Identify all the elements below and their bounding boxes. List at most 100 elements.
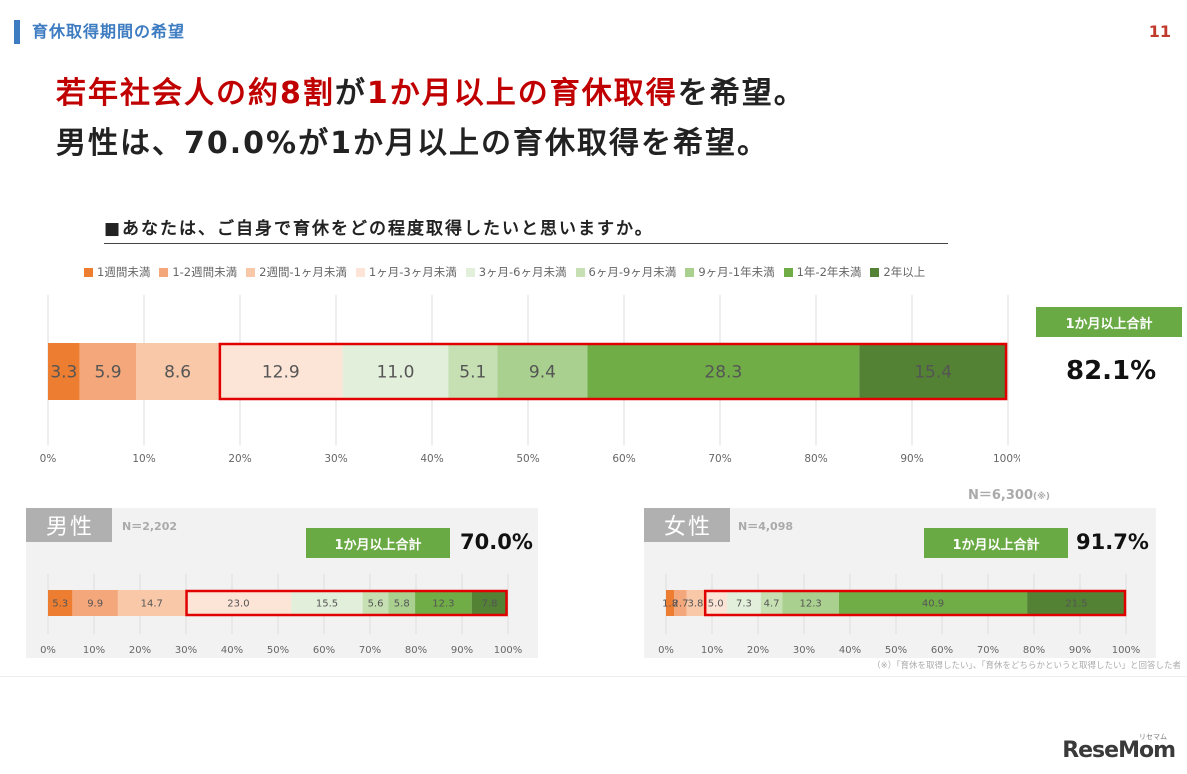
legend-swatch-3 xyxy=(246,267,256,277)
all-data-label-8: 28.3 xyxy=(704,363,742,383)
legend-swatch-2 xyxy=(159,267,169,277)
female-x-tick-label-6: 60% xyxy=(931,645,953,656)
female-x-tick-label-1: 10% xyxy=(701,645,723,656)
male-bar-segment-3 xyxy=(117,590,186,616)
male-x-tick-label-10: 100% xyxy=(494,645,523,656)
male-x-tick-label-3: 30% xyxy=(175,645,197,656)
total-label-male: 1か月以上合計 xyxy=(306,528,450,558)
chart-all: 3.3 5.9 8.6 12.9 11.0 5.1 9.4 28.3 15.4 0% 10% 20% 3… xyxy=(40,295,1020,465)
all-data-label-1: 3.3 xyxy=(50,363,77,383)
male-highlight-border xyxy=(185,589,508,617)
legend-label-6: 6ヶ月-9ヶ月未満 xyxy=(588,265,677,279)
male-bar-segment-5 xyxy=(291,590,363,616)
female-x-tick-label-2: 20% xyxy=(747,645,769,656)
legend-label-5: 3ヶ月-6ヶ月未満 xyxy=(478,265,567,279)
male-bar-segment-6 xyxy=(362,590,389,616)
legend-label-8: 1年-2年未満 xyxy=(796,265,862,279)
panel-title-male: 男性 xyxy=(26,508,112,542)
male-x-tick-label-9: 90% xyxy=(451,645,473,656)
male-data-label-7: 5.8 xyxy=(394,599,410,610)
all-data-label-9: 15.4 xyxy=(914,363,952,383)
legend-item-7: 9ヶ月-1年未満 xyxy=(685,264,775,280)
chart-legend: 1週間未満 1-2週間未満 2週間-1ヶ月未満 1ヶ月-3ヶ月未満 3ヶ月-6ヶ月未満 6… xyxy=(84,264,925,280)
headline-part-3: 1か月以上の育休取得 xyxy=(366,76,678,111)
male-bar-segment-4 xyxy=(185,590,292,616)
headline-part-1: 若年社会人の約8割 xyxy=(56,76,335,111)
female-x-tick-label-10: 100% xyxy=(1112,645,1141,656)
total-value-male: 70.0% xyxy=(460,530,533,554)
legend-item-1: 1週間未満 xyxy=(84,264,150,280)
all-bar-segment-8 xyxy=(587,343,860,400)
female-x-tick-label-9: 90% xyxy=(1069,645,1091,656)
legend-item-6: 6ヶ月-9ヶ月未満 xyxy=(575,264,677,280)
male-x-tick-label-1: 10% xyxy=(83,645,105,656)
all-bar-segment-2 xyxy=(79,343,137,400)
male-bar-segment-8 xyxy=(415,590,472,616)
headline-part-2: が xyxy=(334,76,367,111)
sample-size-all-value: N＝6,300 xyxy=(968,488,1034,503)
female-bar-segment-6 xyxy=(760,590,783,616)
total-value-female: 91.7% xyxy=(1076,530,1149,554)
sample-size-all: N＝6,300(※) xyxy=(968,484,1050,503)
all-highlight-border xyxy=(218,342,1008,401)
chart-male: 5.3 9.9 14.7 23.0 15.5 5.6 5.8 12.3 7.8 0% 10% 20% 3… xyxy=(40,574,523,656)
female-data-label-5: 7.3 xyxy=(736,599,752,610)
legend-label-2: 1-2週間未満 xyxy=(172,265,238,279)
footer-divider xyxy=(0,676,1187,677)
male-data-label-2: 9.9 xyxy=(87,599,103,610)
female-data-label-4: 5.0 xyxy=(708,599,724,610)
all-bar-segment-9 xyxy=(859,343,1008,400)
legend-item-9: 2年以上 xyxy=(870,264,925,280)
legend-swatch-8 xyxy=(783,267,793,277)
female-highlight-border xyxy=(703,589,1127,617)
legend-label-1: 1週間未満 xyxy=(97,265,151,279)
male-data-label-4: 23.0 xyxy=(227,599,249,610)
male-data-label-8: 12.3 xyxy=(432,599,454,610)
all-data-label-5: 11.0 xyxy=(377,363,415,383)
male-x-tick-label-8: 80% xyxy=(405,645,427,656)
all-x-tick-label-6: 60% xyxy=(612,453,635,465)
male-x-tick-label-6: 60% xyxy=(313,645,335,656)
legend-swatch-5 xyxy=(465,267,475,277)
female-x-tick-label-0: 0% xyxy=(658,645,674,656)
female-data-label-9: 21.5 xyxy=(1065,599,1087,610)
female-data-label-7: 12.3 xyxy=(800,599,822,610)
female-bar-segment-7 xyxy=(782,590,839,616)
legend-swatch-7 xyxy=(685,267,695,277)
legend-label-3: 2週間-1ヶ月未満 xyxy=(259,265,347,279)
female-bar-segment-5 xyxy=(727,590,761,616)
all-data-label-4: 12.9 xyxy=(262,363,300,383)
section-accent-bar xyxy=(14,20,20,44)
male-bar-segment-1 xyxy=(48,590,73,616)
male-x-tick-label-2: 20% xyxy=(129,645,151,656)
male-x-tick-label-5: 50% xyxy=(267,645,289,656)
legend-label-4: 1ヶ月-3ヶ月未満 xyxy=(368,265,457,279)
legend-label-9: 2年以上 xyxy=(883,265,926,279)
female-bar-segment-8 xyxy=(838,590,1028,616)
legend-label-7: 9ヶ月-1年未満 xyxy=(698,265,775,279)
headline-line-1: 若年社会人の約8割が1か月以上の育休取得を希望。 xyxy=(56,74,806,114)
chart-female: 1.82.7 3.8 5.0 7.3 4.7 12.3 40.9 21.5 0% 10% 20% 30… xyxy=(658,574,1141,656)
all-bar-segment-1 xyxy=(48,343,80,400)
male-bar-segment-7 xyxy=(388,590,416,616)
legend-item-3: 2週間-1ヶ月未満 xyxy=(246,264,347,280)
total-value-all: 82.1% xyxy=(1066,356,1157,386)
all-bar-segment-3 xyxy=(136,343,219,400)
female-data-label-2: 2.7 xyxy=(673,599,689,610)
legend-swatch-9 xyxy=(870,267,880,277)
female-x-tick-label-3: 30% xyxy=(793,645,815,656)
legend-swatch-1 xyxy=(84,267,93,277)
all-x-tick-label-8: 80% xyxy=(804,453,827,465)
survey-question: ■あなたは、ご自身で育休をどの程度取得したいと思いますか。 xyxy=(104,214,948,244)
male-x-tick-label-7: 70% xyxy=(359,645,381,656)
all-bar-segment-4 xyxy=(218,343,343,400)
legend-swatch-4 xyxy=(355,267,365,277)
sample-size-male: N＝2,202 xyxy=(122,520,177,533)
section-title: 育休取得期間の希望 xyxy=(32,22,186,41)
all-data-label-6: 5.1 xyxy=(459,363,486,383)
page-number: 11 xyxy=(1148,22,1171,41)
male-bar-segment-2 xyxy=(72,590,118,616)
female-data-label-1: 1.8 xyxy=(662,599,678,610)
total-label-all: 1か月以上合計 xyxy=(1036,307,1182,337)
resemom-logo: ReseMom xyxy=(1062,738,1176,763)
